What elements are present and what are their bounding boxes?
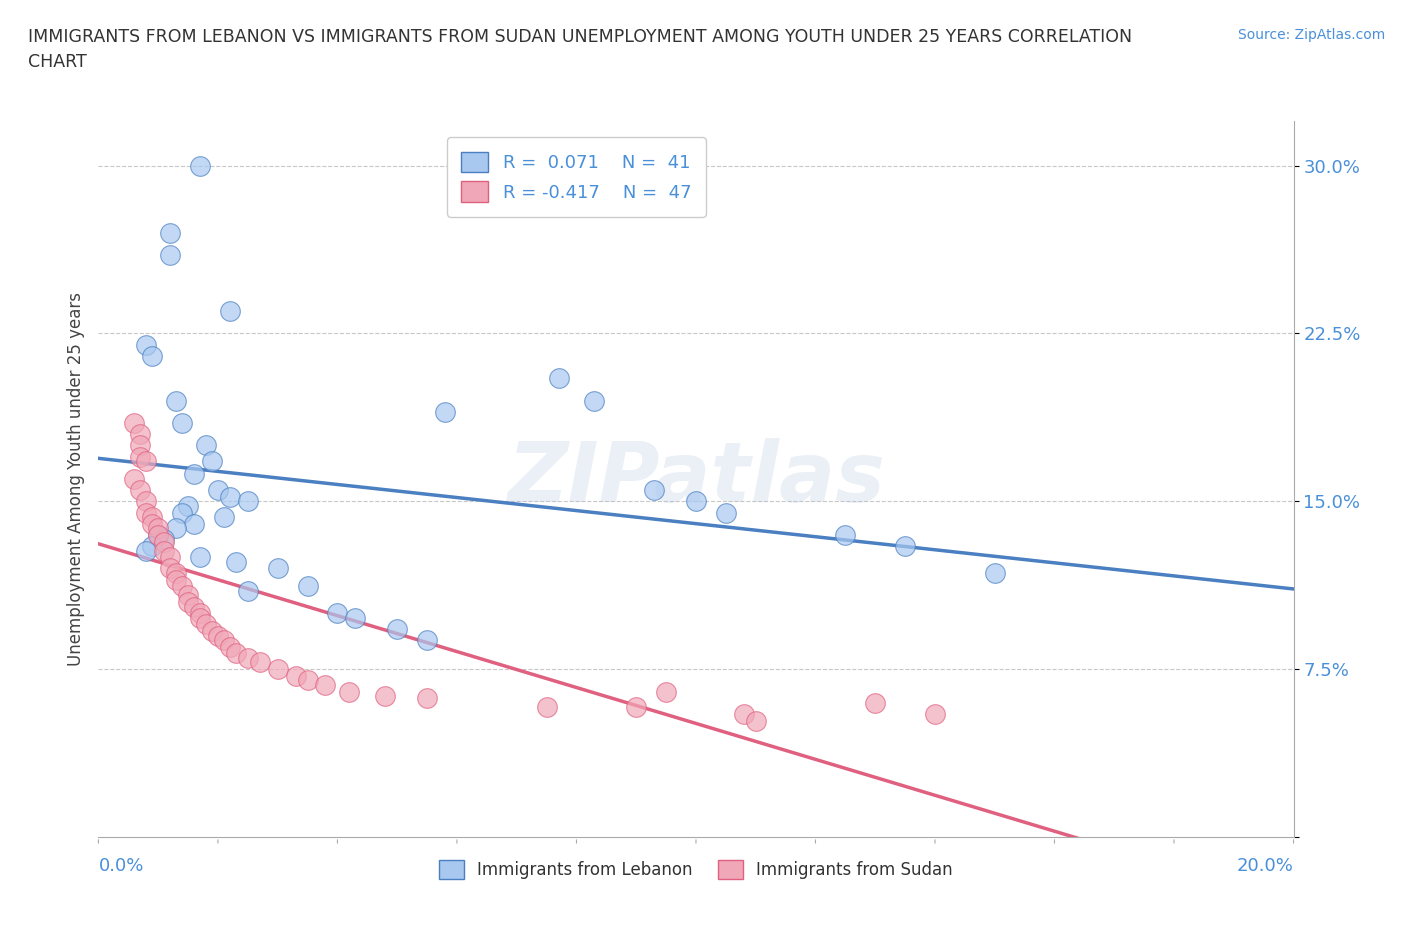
Point bbox=[159, 561, 181, 576]
Text: ZIPatlas: ZIPatlas bbox=[508, 438, 884, 520]
Point bbox=[165, 565, 187, 580]
Point bbox=[183, 599, 205, 614]
Point bbox=[212, 510, 235, 525]
Point bbox=[249, 655, 271, 670]
Text: IMMIGRANTS FROM LEBANON VS IMMIGRANTS FROM SUDAN UNEMPLOYMENT AMONG YOUTH UNDER : IMMIGRANTS FROM LEBANON VS IMMIGRANTS FR… bbox=[28, 28, 1132, 71]
Point bbox=[148, 527, 170, 542]
Point bbox=[339, 684, 361, 699]
Point bbox=[344, 610, 367, 625]
Point bbox=[165, 572, 187, 587]
Point bbox=[172, 578, 194, 594]
Point bbox=[416, 632, 439, 647]
Point bbox=[124, 472, 146, 486]
Point bbox=[416, 691, 439, 706]
Point bbox=[219, 489, 242, 504]
Point bbox=[374, 688, 396, 703]
Point bbox=[267, 662, 290, 677]
Point bbox=[225, 646, 247, 661]
Point bbox=[267, 561, 290, 576]
Point bbox=[195, 617, 218, 631]
Text: 0.0%: 0.0% bbox=[98, 857, 143, 875]
Point bbox=[159, 550, 181, 565]
Point bbox=[141, 510, 163, 525]
Point bbox=[643, 483, 665, 498]
Point bbox=[153, 534, 176, 549]
Point bbox=[188, 158, 211, 173]
Point bbox=[129, 438, 152, 453]
Point bbox=[159, 225, 181, 240]
Point bbox=[153, 532, 176, 547]
Point bbox=[135, 505, 157, 520]
Point bbox=[159, 247, 181, 262]
Point bbox=[385, 621, 409, 636]
Point bbox=[201, 454, 224, 469]
Point bbox=[129, 427, 152, 442]
Point bbox=[207, 628, 229, 643]
Point bbox=[745, 713, 768, 728]
Point bbox=[212, 632, 235, 647]
Legend: Immigrants from Lebanon, Immigrants from Sudan: Immigrants from Lebanon, Immigrants from… bbox=[433, 854, 959, 886]
Point bbox=[148, 521, 170, 536]
Point bbox=[547, 371, 569, 386]
Point bbox=[536, 699, 558, 714]
Point bbox=[924, 707, 946, 722]
Point bbox=[236, 583, 259, 598]
Point bbox=[135, 338, 157, 352]
Point bbox=[172, 416, 194, 431]
Point bbox=[165, 521, 187, 536]
Point bbox=[655, 684, 678, 699]
Point bbox=[188, 605, 211, 620]
Point bbox=[172, 505, 194, 520]
Point bbox=[141, 516, 163, 531]
Point bbox=[583, 393, 606, 408]
Point bbox=[326, 605, 349, 620]
Point bbox=[714, 505, 737, 520]
Point bbox=[236, 651, 259, 666]
Point bbox=[135, 543, 157, 558]
Point bbox=[165, 393, 187, 408]
Point bbox=[315, 677, 337, 692]
Point bbox=[225, 554, 247, 569]
Point bbox=[183, 516, 205, 531]
Point bbox=[201, 624, 224, 639]
Point bbox=[626, 699, 648, 714]
Point bbox=[148, 527, 170, 542]
Point bbox=[733, 707, 755, 722]
Point bbox=[177, 594, 200, 609]
Point bbox=[177, 498, 200, 513]
Point bbox=[129, 483, 152, 498]
Point bbox=[434, 405, 457, 419]
Point bbox=[284, 669, 307, 684]
Point bbox=[183, 467, 205, 482]
Point bbox=[124, 416, 146, 431]
Point bbox=[236, 494, 259, 509]
Point bbox=[984, 565, 1007, 580]
Text: 20.0%: 20.0% bbox=[1237, 857, 1294, 875]
Point bbox=[207, 483, 229, 498]
Point bbox=[865, 696, 887, 711]
Point bbox=[177, 588, 200, 603]
Point bbox=[297, 673, 319, 688]
Y-axis label: Unemployment Among Youth under 25 years: Unemployment Among Youth under 25 years bbox=[66, 292, 84, 666]
Point bbox=[129, 449, 152, 464]
Point bbox=[141, 538, 163, 553]
Point bbox=[141, 349, 163, 364]
Point bbox=[834, 527, 856, 542]
Text: Source: ZipAtlas.com: Source: ZipAtlas.com bbox=[1237, 28, 1385, 42]
Point bbox=[188, 610, 211, 625]
Point bbox=[685, 494, 707, 509]
Point bbox=[135, 454, 157, 469]
Point bbox=[195, 438, 218, 453]
Point bbox=[219, 639, 242, 654]
Point bbox=[153, 543, 176, 558]
Point bbox=[219, 304, 242, 319]
Point bbox=[135, 494, 157, 509]
Point bbox=[297, 578, 319, 594]
Point bbox=[894, 538, 917, 553]
Point bbox=[188, 550, 211, 565]
